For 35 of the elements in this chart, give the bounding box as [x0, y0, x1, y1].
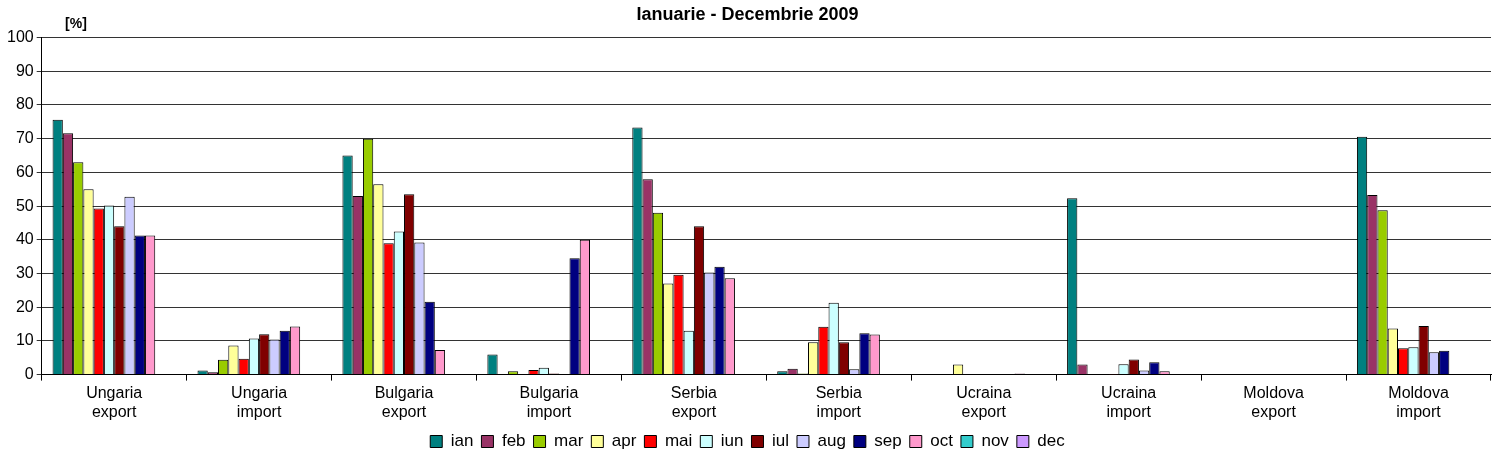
- legend-label: sep: [874, 431, 902, 451]
- x-tick-label: Bulgaria import: [519, 383, 579, 420]
- legend-label: mai: [664, 431, 693, 451]
- legend-label: mar: [554, 431, 584, 451]
- y-tick-label: 60: [15, 162, 34, 180]
- legend-label: ian: [450, 431, 474, 451]
- legend-label: oct: [930, 431, 954, 451]
- legend-label: iun: [720, 431, 744, 451]
- legend-label: dec: [1037, 431, 1066, 451]
- legend-label: nov: [981, 431, 1010, 451]
- x-tick-label: Ucraina export: [956, 383, 1012, 420]
- y-axis-title: [%]: [65, 15, 87, 32]
- y-tick-label: 90: [15, 61, 34, 79]
- x-tick-label: Moldova import: [1388, 383, 1449, 420]
- x-tick-label: Serbia import: [815, 383, 863, 420]
- y-tick-label: 70: [15, 129, 34, 147]
- y-tick-label: 20: [15, 297, 34, 315]
- x-tick-label: Ungaria import: [231, 383, 288, 420]
- legend-label: apr: [611, 431, 637, 451]
- y-tick-label: 30: [15, 263, 34, 281]
- legend-label: aug: [817, 431, 846, 451]
- y-tick-label: 100: [6, 28, 34, 46]
- legend-label: feb: [501, 431, 526, 451]
- y-tick-label: 80: [15, 95, 34, 113]
- chart-title: Ianuarie - Decembrie 2009: [636, 3, 859, 24]
- y-tick-label: 0: [24, 365, 34, 383]
- legend-label: iul: [771, 431, 789, 451]
- x-tick-label: Bulgaria export: [374, 383, 434, 420]
- y-tick-label: 10: [15, 331, 34, 349]
- y-tick-label: 40: [15, 230, 34, 248]
- x-tick-label: Serbia export: [670, 383, 718, 420]
- x-tick-label: Moldova export: [1243, 383, 1304, 420]
- x-tick-label: Ucraina import: [1101, 383, 1157, 420]
- x-tick-label: Ungaria export: [86, 383, 143, 420]
- y-tick-label: 50: [15, 196, 34, 214]
